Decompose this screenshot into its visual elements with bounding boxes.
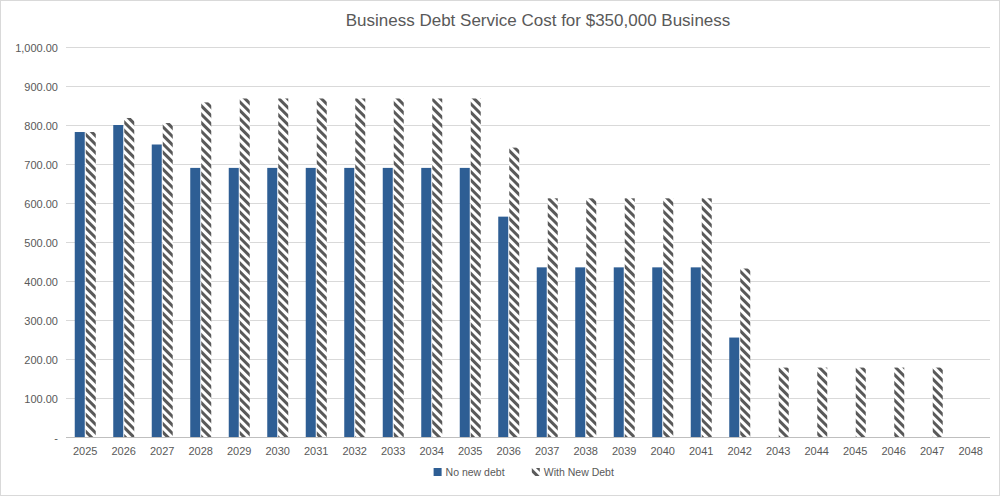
y-axis	[66, 47, 67, 437]
x-axis	[66, 437, 990, 438]
y-tick-label: 100.00	[24, 393, 58, 405]
bar	[817, 368, 827, 437]
x-tick-label: 2046	[882, 445, 906, 457]
bar	[702, 198, 712, 437]
bar	[421, 168, 431, 437]
x-tick-label: 2048	[959, 445, 983, 457]
x-tick-label: 2028	[189, 445, 213, 457]
y-tick-label: 600.00	[24, 198, 58, 210]
x-tick-label: 2038	[574, 445, 598, 457]
bar	[663, 198, 673, 437]
bar	[355, 98, 365, 437]
bar	[537, 267, 547, 437]
x-tick-label: 2029	[227, 445, 251, 457]
bar	[625, 198, 635, 437]
bar	[548, 198, 558, 437]
bar	[113, 125, 123, 437]
legend-swatch	[532, 468, 540, 476]
y-tick-label: 400.00	[24, 276, 58, 288]
grid-line	[66, 47, 990, 48]
x-tick-label: 2025	[73, 445, 97, 457]
bar	[432, 98, 442, 437]
bar	[163, 123, 173, 437]
bar	[575, 267, 585, 437]
bar	[240, 98, 250, 437]
bar	[201, 102, 211, 437]
legend: No new debt With New Debt	[434, 466, 614, 478]
bar	[509, 148, 519, 437]
bar	[229, 168, 239, 437]
legend-swatch	[434, 468, 442, 476]
x-tick-label: 2030	[266, 445, 290, 457]
bar	[460, 168, 470, 437]
x-tick-label: 2045	[843, 445, 867, 457]
bar	[614, 267, 624, 437]
x-tick-label: 2031	[304, 445, 328, 457]
bar	[86, 132, 96, 437]
bar	[740, 269, 750, 437]
legend-label: No new debt	[446, 466, 505, 478]
x-tick-label: 2043	[766, 445, 790, 457]
y-tick-label: 700.00	[24, 159, 58, 171]
x-tick-label: 2036	[497, 445, 521, 457]
bar	[306, 168, 316, 437]
x-tick-label: 2044	[805, 445, 829, 457]
bars	[75, 98, 943, 437]
y-tick-label: 500.00	[24, 237, 58, 249]
chart-border	[1, 1, 1000, 496]
bar	[124, 118, 134, 437]
bar	[471, 98, 481, 437]
x-tick-label: 2032	[343, 445, 367, 457]
grid-line	[66, 86, 990, 87]
x-tick-label: 2027	[150, 445, 174, 457]
bar	[278, 98, 288, 437]
bar	[394, 98, 404, 437]
x-tick-label: 2047	[920, 445, 944, 457]
bar	[383, 168, 393, 437]
x-tick-label: 2034	[420, 445, 444, 457]
bar	[152, 145, 162, 438]
x-tick-label: 2040	[651, 445, 675, 457]
bar	[933, 368, 943, 437]
x-tick-label: 2041	[689, 445, 713, 457]
bar	[267, 168, 277, 437]
x-tick-label: 2039	[612, 445, 636, 457]
x-tick-label: 2026	[112, 445, 136, 457]
x-tick-label: 2042	[728, 445, 752, 457]
grid-line	[66, 437, 990, 438]
x-tick-label: 2035	[458, 445, 482, 457]
bar	[652, 267, 662, 437]
x-tick-label: 2033	[381, 445, 405, 457]
y-tick-label: 200.00	[24, 354, 58, 366]
chart: Business Debt Service Cost for $350,000 …	[0, 0, 1000, 496]
bar	[586, 198, 596, 437]
bar	[779, 368, 789, 437]
bar	[317, 98, 327, 437]
bar	[691, 267, 701, 437]
y-tick-label: 300.00	[24, 315, 58, 327]
y-tick-label: -	[54, 432, 58, 444]
x-tick-label: 2037	[535, 445, 559, 457]
bar	[190, 168, 200, 437]
y-tick-label: 800.00	[24, 120, 58, 132]
bar	[729, 338, 739, 437]
bar	[856, 368, 866, 437]
bar	[75, 132, 85, 437]
bar	[498, 217, 508, 437]
title: Business Debt Service Cost for $350,000 …	[346, 11, 731, 30]
bar	[344, 168, 354, 437]
bar	[894, 368, 904, 437]
y-tick-label: 1,000.00	[15, 42, 58, 54]
y-tick-label: 900.00	[24, 81, 58, 93]
legend-label: With New Debt	[544, 466, 614, 478]
